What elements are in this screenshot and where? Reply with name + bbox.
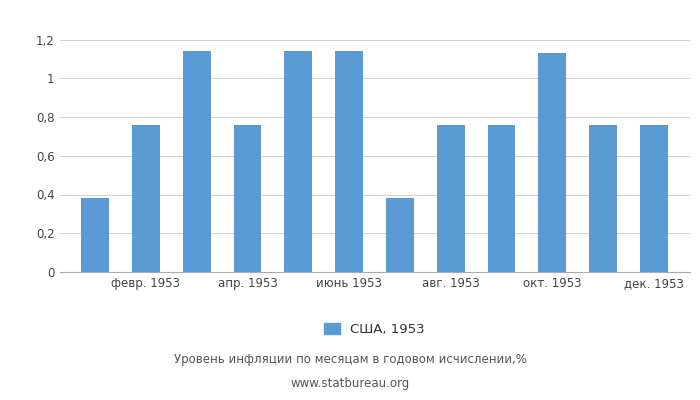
Bar bbox=[81, 198, 109, 272]
Bar bbox=[589, 125, 617, 272]
Bar bbox=[437, 125, 465, 272]
Bar bbox=[183, 51, 211, 272]
Bar bbox=[487, 125, 515, 272]
Text: Уровень инфляции по месяцам в годовом исчислении,%: Уровень инфляции по месяцам в годовом ис… bbox=[174, 354, 526, 366]
Text: www.statbureau.org: www.statbureau.org bbox=[290, 378, 410, 390]
Bar bbox=[132, 125, 160, 272]
Bar bbox=[386, 198, 414, 272]
Bar bbox=[335, 51, 363, 272]
Legend: США, 1953: США, 1953 bbox=[324, 323, 425, 336]
Bar bbox=[234, 125, 262, 272]
Bar bbox=[640, 125, 668, 272]
Bar bbox=[284, 51, 312, 272]
Bar bbox=[538, 53, 566, 272]
